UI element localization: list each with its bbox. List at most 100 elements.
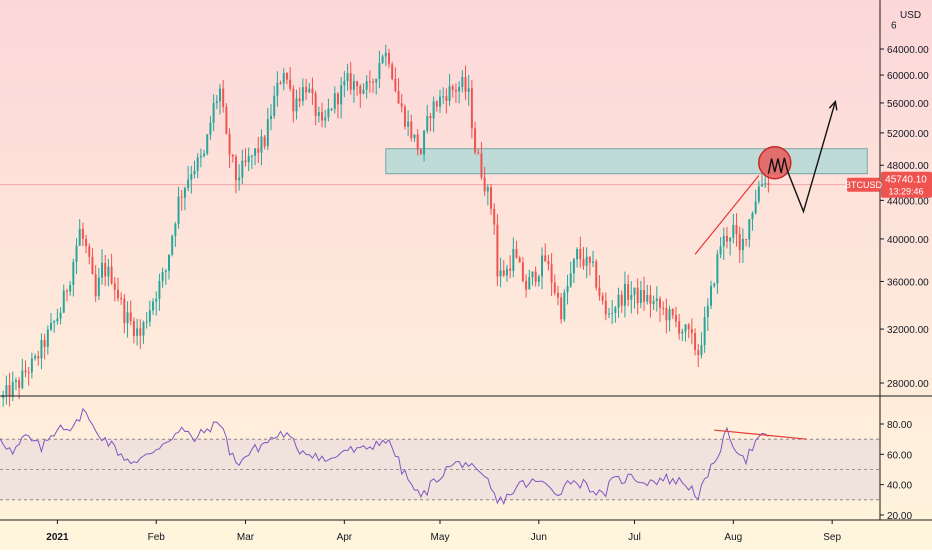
candle-body [123,298,126,324]
candle-body [330,108,333,110]
candle [687,323,690,339]
axes-layer: 64000.00 60000.00 56000.00 52000.00 48000.00… [0,0,932,543]
candle-body [678,321,681,334]
candle-body [241,160,244,178]
candle-body [461,76,464,87]
candle [745,238,748,247]
candle-body [601,295,604,301]
candle [681,328,684,342]
candle [604,292,607,321]
candle-body [454,89,457,92]
candle [270,103,273,131]
candle-body [448,86,451,101]
candle [46,325,49,355]
candle-body [394,78,397,91]
candle-body [72,261,75,285]
candle [301,78,304,106]
candle [244,148,247,167]
candle [751,211,754,231]
price-tick-label: 44000.00 [887,196,929,207]
candle [512,237,515,278]
candle-body [107,266,110,277]
candle-body [735,224,738,234]
candle [429,112,432,132]
candle-body [142,322,145,336]
candle-body [270,115,273,120]
rsi-line [0,407,769,506]
candle [139,319,142,349]
candle [349,62,352,95]
candle-body [537,276,540,282]
candle-body [598,287,601,296]
candle [209,116,212,140]
candle [505,264,508,282]
candle [276,71,279,107]
candle-body [429,116,432,119]
candle [741,228,744,263]
candle [754,189,757,215]
candle [623,271,626,318]
rsi-divergence-line [714,429,807,440]
candle-body [56,318,59,322]
candle [14,377,17,391]
candle-body [34,356,37,359]
candle-body [145,321,148,323]
candle [59,307,62,325]
candle-body [301,87,304,102]
candle [394,67,397,93]
candle [550,253,553,296]
candle [356,80,359,96]
candle-body [257,148,260,153]
candle-body [273,95,276,116]
candle [24,360,27,378]
candle-body [413,134,416,139]
candle-body [164,270,167,273]
candle-body [474,128,477,153]
candle [601,292,604,305]
candle [343,70,346,98]
candle-body [541,255,544,277]
candle-body [40,339,43,359]
candle [448,74,451,107]
candle [295,89,298,120]
candle [27,366,30,386]
candle [445,88,448,114]
candle [649,285,652,318]
symbol-tag-box [847,177,880,192]
candle-body [177,196,180,224]
candle-body [410,121,413,139]
candle-body [480,153,483,178]
candle [327,98,330,122]
candle [193,160,196,179]
candle-body [311,88,314,94]
candle-body [687,324,690,330]
candle [123,294,126,334]
candle [199,148,202,168]
candle-body [419,149,422,155]
candle-body [521,262,524,281]
candle-body [5,385,8,395]
candle [419,148,422,155]
candle-body [725,235,728,242]
candle [97,268,100,301]
candle [572,257,575,283]
candle [525,274,528,298]
candle-body [442,96,445,98]
symbol-tag-label: BTCUSD [845,180,883,190]
candle-body [81,228,84,239]
time-tick-label: Feb [148,532,166,543]
candle [317,106,320,123]
candle [225,103,228,135]
candle [387,48,390,69]
trendline [694,175,760,255]
candle [155,291,158,316]
candle [85,234,88,254]
candle-body [556,292,559,298]
candle-body [247,155,250,163]
candle [18,377,21,400]
candle [359,83,362,108]
candle-body [757,186,760,202]
